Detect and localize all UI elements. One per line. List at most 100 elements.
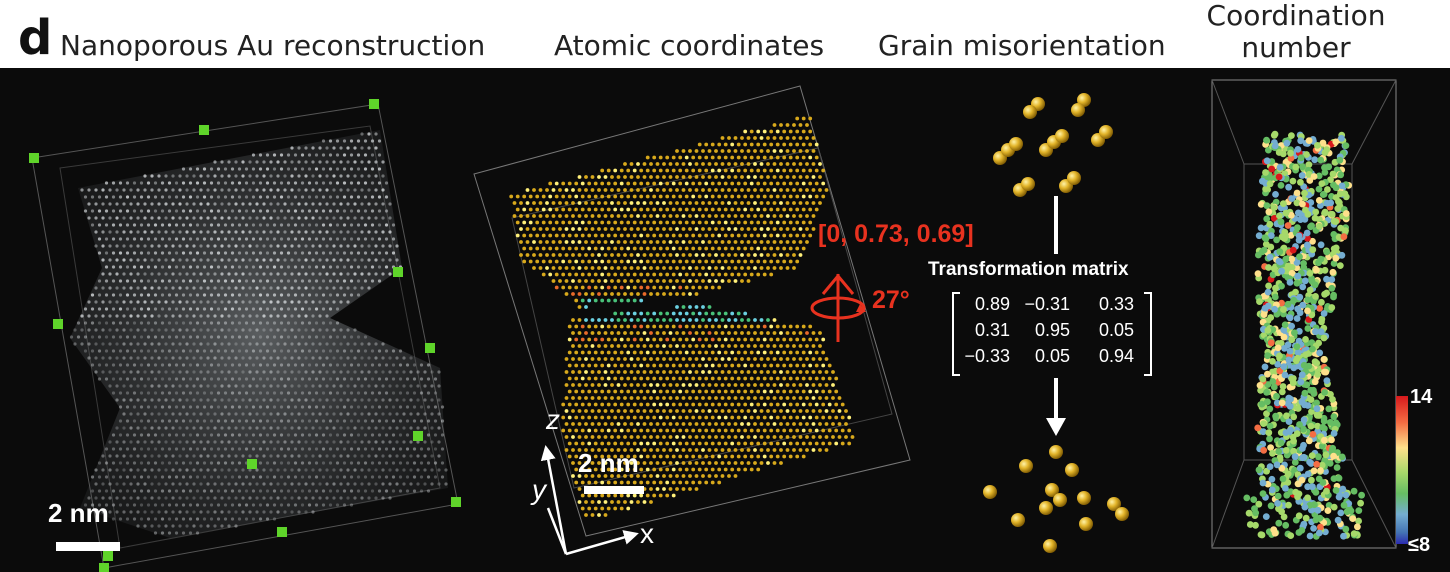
lattice-atom: [367, 202, 371, 206]
lattice-atom: [335, 433, 340, 437]
atom: [658, 194, 663, 199]
lattice-atom: [349, 209, 354, 213]
lattice-atom: [227, 314, 231, 318]
atom: [772, 344, 777, 348]
atom: [603, 201, 608, 205]
fiducial-marker: [451, 497, 461, 507]
atom: [574, 298, 579, 303]
lattice-atom: [153, 531, 158, 535]
lattice-atom: [255, 454, 259, 458]
atom: [668, 409, 673, 413]
lattice-atom: [111, 335, 116, 339]
lattice-atom: [339, 244, 343, 248]
atom: [811, 188, 816, 192]
lattice-atom: [227, 342, 231, 346]
lattice-atom: [132, 265, 137, 269]
lattice-atom: [104, 335, 109, 339]
lattice-atom: [384, 405, 389, 409]
lattice-atom: [307, 433, 312, 437]
lattice-atom: [307, 405, 312, 409]
lattice-atom: [94, 356, 98, 360]
atom: [736, 259, 741, 264]
lattice-atom: [248, 314, 252, 318]
atom: [616, 461, 621, 465]
lattice-atom: [356, 251, 361, 255]
atom: [694, 474, 699, 478]
lattice-atom: [94, 468, 98, 472]
lattice-atom: [265, 503, 270, 507]
atom: [658, 441, 663, 446]
lattice-atom: [248, 216, 252, 220]
lattice-atom: [346, 244, 350, 248]
lattice-atom: [360, 216, 364, 220]
lattice-atom: [388, 454, 392, 458]
atom: [753, 149, 757, 153]
lattice-atom: [388, 384, 392, 388]
atom: [590, 279, 595, 283]
lattice-atom: [129, 454, 133, 458]
lattice-atom: [377, 489, 382, 493]
lattice-atom: [335, 251, 340, 255]
lattice-atom: [318, 188, 322, 192]
atom: [584, 461, 588, 465]
lattice-atom: [129, 286, 133, 290]
lattice-atom: [90, 335, 95, 339]
lattice-atom: [192, 468, 196, 472]
atom: [619, 428, 624, 433]
lattice-atom: [118, 475, 123, 479]
lattice-atom: [283, 244, 287, 248]
lattice-atom: [129, 342, 133, 346]
atom: [574, 350, 579, 355]
lattice-atom: [311, 440, 315, 444]
lattice-atom: [311, 342, 315, 346]
atom: [616, 175, 621, 179]
lattice-atom: [307, 223, 312, 227]
atom: [561, 272, 566, 277]
lattice-atom: [335, 349, 340, 353]
atom: [681, 448, 686, 452]
lattice-atom: [286, 363, 291, 367]
lattice-atom: [391, 237, 396, 241]
atom: [665, 155, 670, 160]
lattice-atom: [199, 342, 203, 346]
atom: [571, 240, 575, 244]
atom: [694, 357, 699, 361]
lattice-atom: [153, 419, 158, 423]
lattice-atom: [269, 384, 273, 388]
lattice-atom: [136, 216, 140, 220]
lattice-atom: [227, 482, 231, 486]
lattice-atom: [255, 440, 259, 444]
lattice-atom: [181, 489, 186, 493]
lattice-atom: [290, 300, 294, 304]
lattice-atom: [321, 377, 326, 381]
atom: [717, 233, 722, 238]
atom: [697, 415, 702, 420]
atom: [632, 467, 637, 472]
lattice-atom: [118, 433, 123, 437]
lattice-atom: [342, 391, 347, 395]
lattice-atom: [146, 419, 151, 423]
title-coordination-line1: Coordination: [1206, 0, 1386, 32]
atom: [600, 389, 605, 394]
atom: [792, 188, 796, 192]
atom: [613, 311, 618, 316]
lattice-atom: [122, 244, 126, 248]
atom: [730, 272, 735, 277]
atom: [590, 448, 595, 452]
lattice-atom: [269, 356, 273, 360]
lattice-atom: [143, 286, 147, 290]
atom: [756, 207, 761, 212]
atom: [626, 298, 631, 303]
atom: [792, 175, 796, 179]
lattice-atom: [101, 454, 105, 458]
atom: [603, 500, 608, 504]
lattice-atom: [251, 251, 256, 255]
atom: [753, 422, 757, 426]
lattice-atom: [269, 328, 273, 332]
lattice-atom: [213, 314, 217, 318]
lattice-atom: [223, 181, 228, 185]
atom: [571, 357, 575, 361]
atom: [730, 194, 735, 199]
lattice-atom: [178, 216, 182, 220]
lattice-atom: [202, 195, 207, 199]
